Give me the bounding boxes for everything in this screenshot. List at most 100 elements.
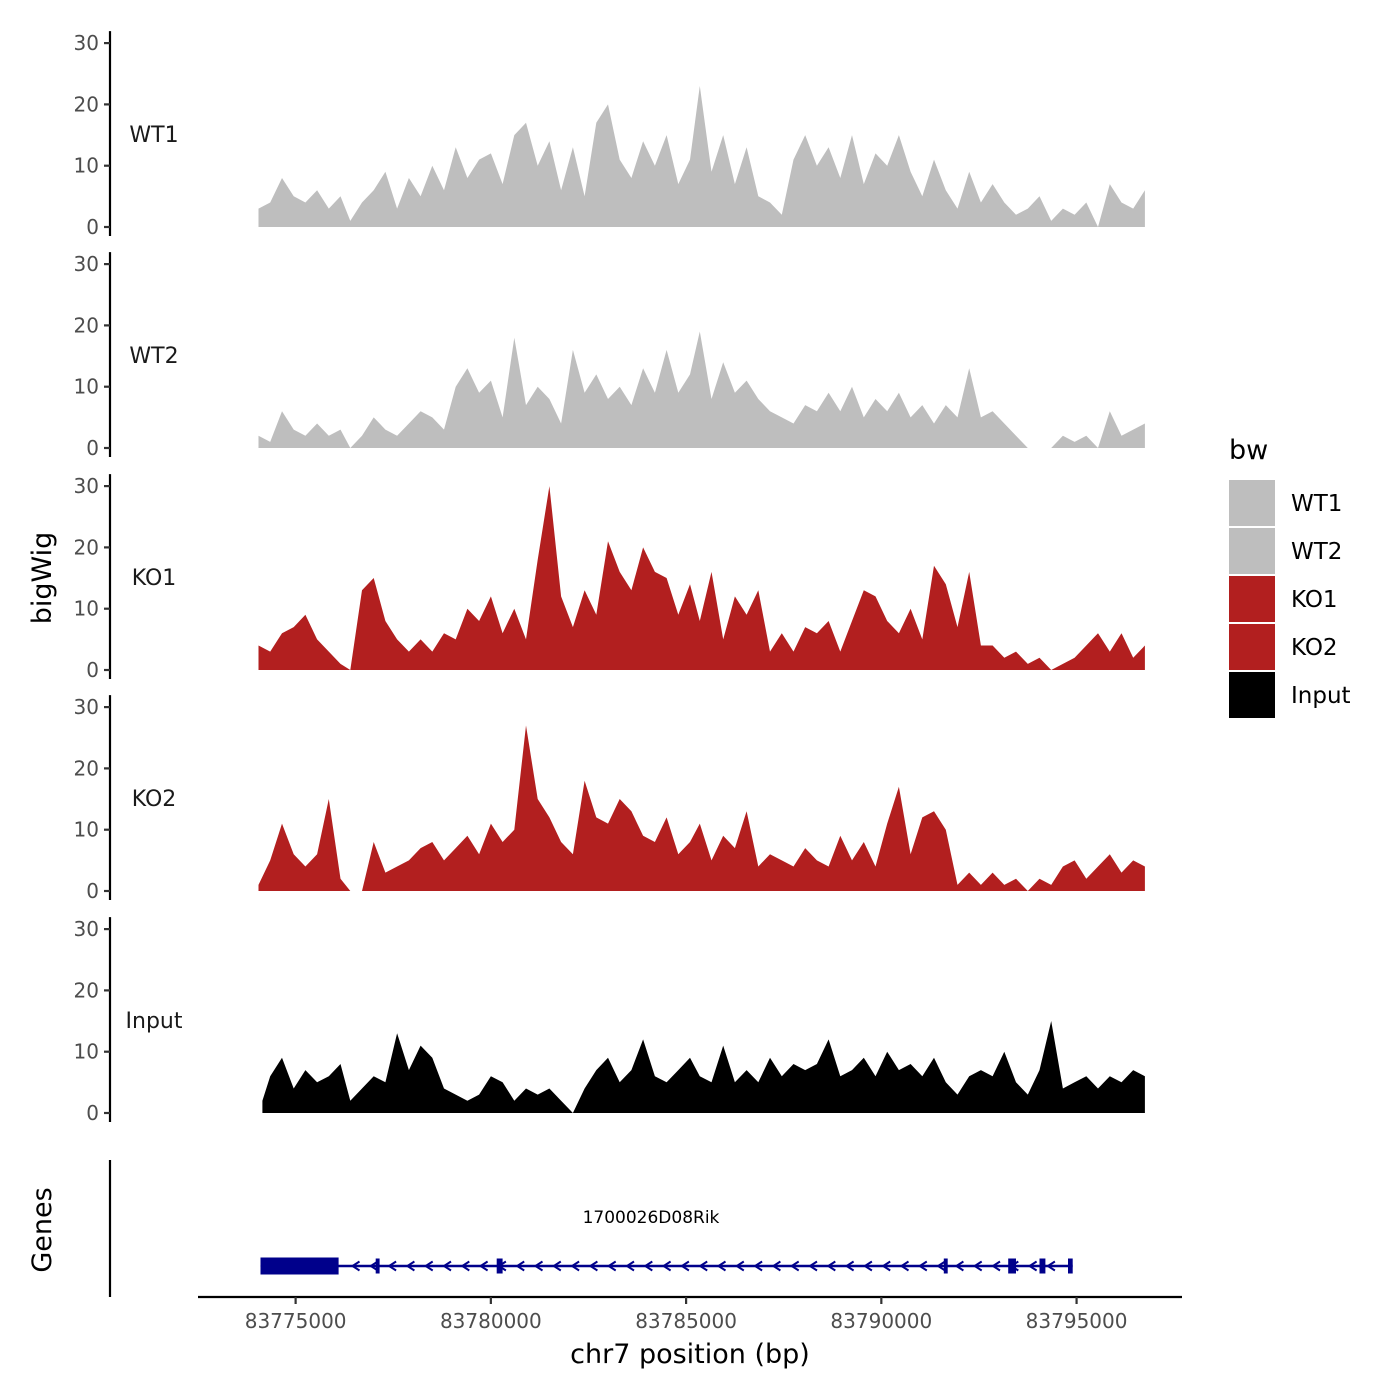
strand-arrow bbox=[844, 1260, 855, 1272]
strand-arrow bbox=[588, 1260, 598, 1272]
strand-arrow bbox=[936, 1260, 946, 1272]
strand-arrow bbox=[826, 1260, 836, 1272]
strand-arrow bbox=[387, 1260, 397, 1272]
y-tick-label: 10 bbox=[74, 1040, 99, 1064]
track-label-input: Input bbox=[126, 1009, 183, 1034]
y-tick-label: 20 bbox=[74, 313, 99, 337]
strand-arrow bbox=[917, 1260, 928, 1272]
strand-arrow bbox=[1046, 1260, 1056, 1272]
legend: bw WT1 WT2 KO1 KO2 Input bbox=[1229, 435, 1351, 718]
gene-exon bbox=[943, 1258, 948, 1274]
coverage-tracks: 0 10 20 30 WT1 0 10 20 30 WT2 0 10 20 30 KO1 0 10 20 30 KO2… bbox=[74, 31, 1145, 1125]
y-tick-label: 0 bbox=[86, 1101, 99, 1125]
legend-swatch-input bbox=[1229, 672, 1275, 718]
track-label-ko2: KO2 bbox=[132, 787, 177, 812]
gene-name-label: 1700026D08Rik bbox=[583, 1208, 720, 1228]
strand-arrow bbox=[753, 1260, 763, 1272]
strand-arrow bbox=[570, 1260, 580, 1272]
strand-arrow bbox=[789, 1260, 800, 1272]
gene-exon bbox=[1008, 1258, 1016, 1274]
strand-arrow bbox=[991, 1260, 1001, 1272]
y-tick-label: 20 bbox=[74, 756, 99, 780]
area-wt1 bbox=[258, 86, 1145, 227]
x-tick-label: 83780000 bbox=[440, 1309, 542, 1333]
track-label-ko1: KO1 bbox=[132, 566, 177, 591]
legend-swatch-wt2 bbox=[1229, 528, 1275, 574]
strand-arrow bbox=[643, 1260, 653, 1272]
x-axis-title: chr7 position (bp) bbox=[570, 1339, 810, 1370]
legend-swatch-ko2 bbox=[1229, 624, 1275, 670]
strand-arrow bbox=[771, 1260, 781, 1272]
y-tick-label: 20 bbox=[74, 535, 99, 559]
y-axis-title: bigWig bbox=[27, 532, 58, 625]
legend-swatch-ko1 bbox=[1229, 576, 1275, 622]
strand-arrow bbox=[625, 1260, 635, 1272]
y-tick-label: 30 bbox=[74, 474, 99, 498]
strand-arrow bbox=[1027, 1260, 1038, 1272]
gene-exon bbox=[1068, 1258, 1073, 1274]
x-tick-label: 83790000 bbox=[830, 1309, 932, 1333]
strand-arrow bbox=[680, 1260, 690, 1272]
track-label-wt1: WT1 bbox=[129, 123, 178, 148]
area-ko1 bbox=[258, 486, 1145, 670]
strand-arrow bbox=[863, 1260, 873, 1272]
strand-arrow bbox=[405, 1260, 415, 1272]
strand-arrow bbox=[881, 1260, 891, 1272]
gene-exon bbox=[1039, 1258, 1046, 1274]
strand-arrow bbox=[734, 1260, 745, 1272]
track-ko2: 0 10 20 30 KO2 bbox=[74, 695, 1145, 903]
y-tick-label: 30 bbox=[74, 31, 99, 55]
x-tick-label: 83775000 bbox=[245, 1309, 347, 1333]
strand-arrow bbox=[515, 1260, 525, 1272]
legend-swatch-wt1 bbox=[1229, 480, 1275, 526]
strand-arrow bbox=[716, 1260, 727, 1272]
strand-arrow bbox=[423, 1260, 434, 1272]
gene-exon bbox=[260, 1257, 339, 1275]
area-wt2 bbox=[258, 331, 1145, 448]
strand-arrow bbox=[350, 1260, 361, 1272]
y-tick-label: 0 bbox=[86, 436, 99, 460]
x-tick-label: 83785000 bbox=[635, 1309, 737, 1333]
area-input bbox=[262, 1021, 1145, 1113]
strand-arrow bbox=[368, 1260, 379, 1272]
gene-exon bbox=[496, 1258, 503, 1274]
y-tick-label: 0 bbox=[86, 215, 99, 239]
strand-arrow bbox=[533, 1260, 544, 1272]
strand-arrow bbox=[460, 1260, 470, 1272]
area-ko2 bbox=[258, 725, 1145, 891]
legend-label-wt2: WT2 bbox=[1291, 539, 1342, 565]
strand-arrow bbox=[478, 1260, 489, 1272]
gene-exon bbox=[375, 1258, 380, 1274]
x-axis: 83775000 83780000 83785000 83790000 83795000 bbox=[198, 1295, 1182, 1333]
gene-track: 1700026D08Rik bbox=[108, 1160, 1073, 1297]
y-tick-label: 20 bbox=[74, 92, 99, 116]
strand-arrow bbox=[808, 1260, 818, 1272]
track-input: 0 10 20 30 Input bbox=[74, 917, 1145, 1125]
legend-title: bw bbox=[1229, 435, 1268, 466]
y-tick-label: 20 bbox=[74, 978, 99, 1002]
y-tick-label: 10 bbox=[74, 597, 99, 621]
strand-arrow bbox=[442, 1260, 452, 1272]
y-tick-label: 10 bbox=[74, 154, 99, 178]
y-tick-label: 30 bbox=[74, 695, 99, 719]
y-tick-label: 30 bbox=[74, 252, 99, 276]
track-wt1: 0 10 20 30 WT1 bbox=[74, 31, 1145, 239]
y-tick-label: 0 bbox=[86, 879, 99, 903]
y-tick-label: 0 bbox=[86, 658, 99, 682]
y-tick-label: 10 bbox=[74, 818, 99, 842]
strand-arrow bbox=[972, 1260, 983, 1272]
legend-label-ko1: KO1 bbox=[1291, 587, 1338, 613]
legend-label-input: Input bbox=[1291, 683, 1351, 709]
strand-arrow bbox=[606, 1260, 617, 1272]
y-tick-label: 30 bbox=[74, 917, 99, 941]
genes-axis-title: Genes bbox=[27, 1187, 58, 1272]
legend-label-ko2: KO2 bbox=[1291, 635, 1338, 661]
track-label-wt2: WT2 bbox=[129, 344, 178, 369]
x-tick-label: 83795000 bbox=[1026, 1309, 1128, 1333]
strand-arrow bbox=[698, 1260, 708, 1272]
track-ko1: 0 10 20 30 KO1 bbox=[74, 474, 1145, 682]
strand-arrow bbox=[954, 1260, 964, 1272]
y-tick-label: 10 bbox=[74, 375, 99, 399]
